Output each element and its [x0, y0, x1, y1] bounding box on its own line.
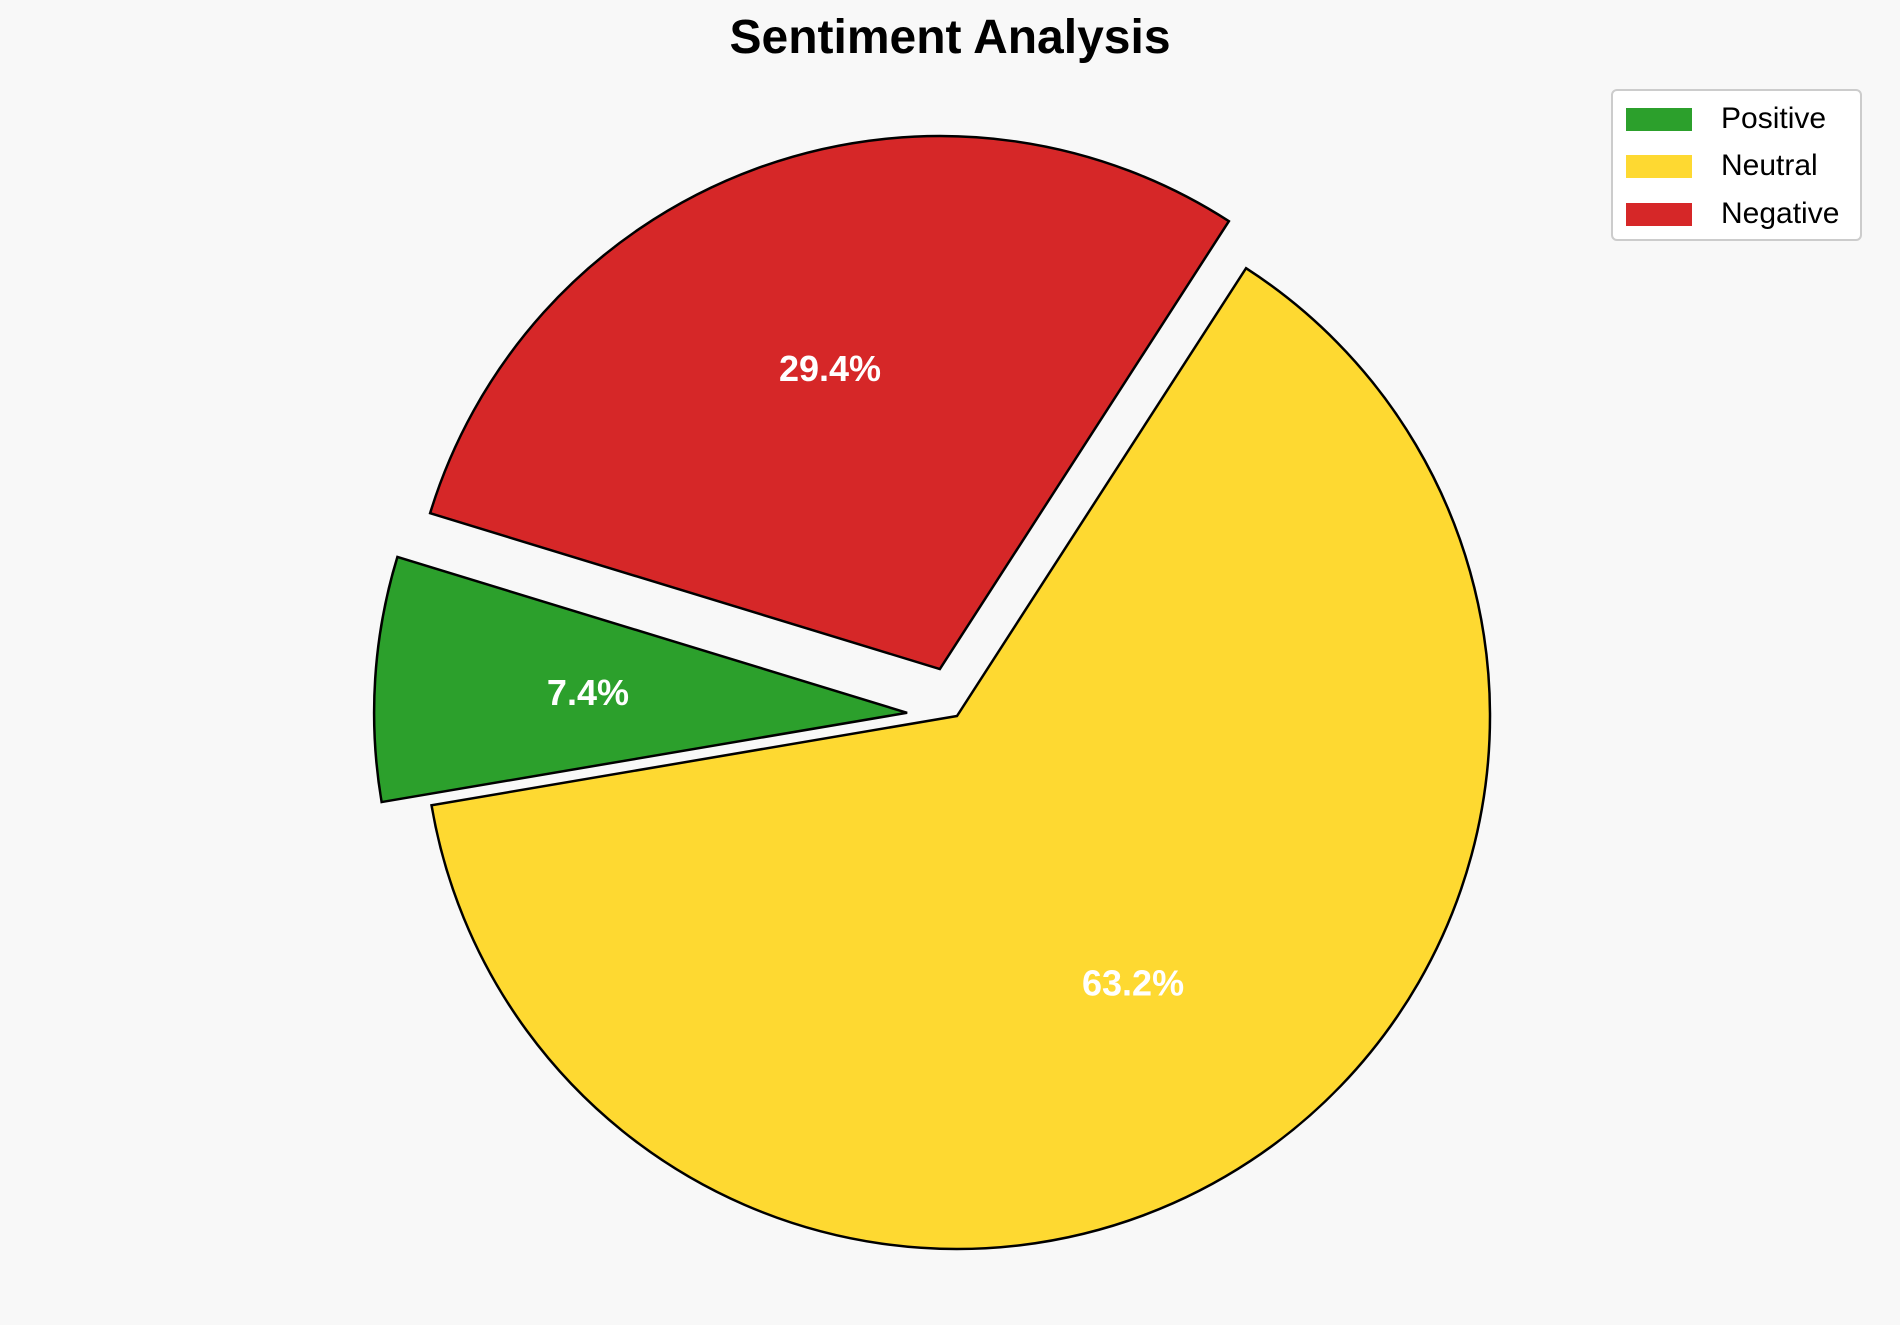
legend-label-negative: Negative: [1721, 197, 1840, 230]
pie-slice-positive: [372, 555, 908, 804]
legend-item-neutral: Neutral: [1626, 146, 1818, 186]
pie-label-negative: 29.4%: [779, 348, 881, 389]
legend-item-negative: Negative: [1626, 194, 1839, 234]
legend: Positive Neutral Negative: [1611, 89, 1862, 241]
chart-title: Sentiment Analysis: [729, 11, 1171, 64]
pie-slice-neutral: [430, 266, 1492, 1251]
legend-label-neutral: Neutral: [1721, 149, 1818, 182]
pie-label-neutral: 63.2%: [1082, 962, 1184, 1003]
slices-layer: [372, 134, 1492, 1251]
pie-label-positive: 7.4%: [547, 672, 629, 713]
legend-swatch-negative: [1626, 202, 1692, 226]
legend-item-positive: Positive: [1626, 99, 1826, 139]
legend-label-positive: Positive: [1721, 102, 1827, 135]
legend-swatch-positive: [1626, 107, 1692, 131]
pie-slice-negative: [428, 134, 1231, 671]
labels-layer: 7.4% 63.2% 29.4%: [547, 348, 1184, 1003]
legend-swatch-neutral: [1626, 154, 1692, 178]
